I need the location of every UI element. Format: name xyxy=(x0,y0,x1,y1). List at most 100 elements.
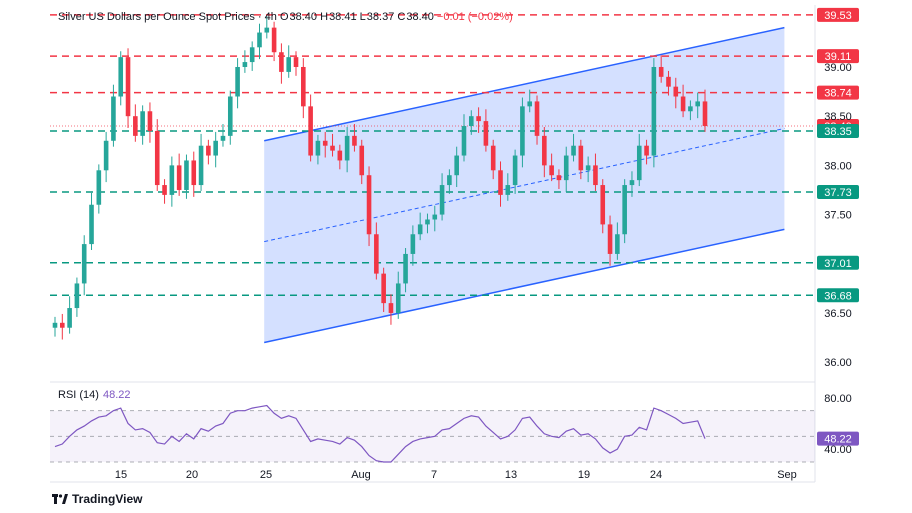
high-label: H xyxy=(320,11,329,23)
close-value: 38.40 xyxy=(406,11,434,23)
horizontal-levels: 39.53 39.11 38.74 38.40 38.35 37.73 37.01 36.68 xyxy=(50,7,859,303)
candle-body xyxy=(176,165,182,190)
candle-body xyxy=(622,185,627,235)
candle-body xyxy=(439,185,445,215)
candle-body xyxy=(322,140,328,146)
candle-body xyxy=(249,47,255,63)
candle-body xyxy=(89,204,94,245)
rsi-label: RSI (14) xyxy=(58,389,99,401)
candle-body xyxy=(425,219,430,225)
candle-body xyxy=(257,32,262,48)
candle-body xyxy=(534,101,540,136)
time-tick-label: 19 xyxy=(578,469,590,481)
time-tick-label: Aug xyxy=(351,469,371,481)
level-price-label: 39.11 xyxy=(825,51,852,63)
tradingview-logo[interactable]: TradingView xyxy=(52,492,142,506)
open-label: O xyxy=(279,11,289,23)
level-price-tag xyxy=(817,288,859,303)
candle-body xyxy=(571,145,576,156)
candles xyxy=(52,15,708,340)
candle-body xyxy=(447,175,452,186)
candle-body xyxy=(118,57,124,97)
rsi-value: 48.22 xyxy=(102,389,131,401)
candle-body xyxy=(111,96,116,141)
candle-body xyxy=(242,62,248,67)
price-tick-label: 36.50 xyxy=(824,308,852,320)
candle-body xyxy=(607,224,613,254)
candle-body xyxy=(556,175,562,181)
candle-body xyxy=(352,135,357,146)
candle-body xyxy=(673,86,679,97)
price-tick-label: 39.00 xyxy=(824,62,852,74)
candle-body xyxy=(96,170,102,205)
low-label: L xyxy=(359,11,366,23)
low-value: 38.37 xyxy=(366,11,395,23)
candle-body xyxy=(374,234,379,274)
candle-body xyxy=(359,145,365,176)
candle-body xyxy=(454,155,459,176)
candle-body xyxy=(636,145,642,181)
candle-body xyxy=(593,165,598,186)
candle-body xyxy=(74,283,80,309)
level-price-tag xyxy=(817,7,859,22)
candle-body xyxy=(184,160,189,190)
candle-body xyxy=(520,106,525,156)
candle-body xyxy=(644,145,649,156)
candle-body xyxy=(198,145,204,186)
level-price-tag xyxy=(817,123,859,138)
candle-body xyxy=(315,140,321,156)
candle-body xyxy=(461,126,467,156)
candle-body xyxy=(417,224,423,235)
candle-body xyxy=(505,185,511,195)
rsi-value-tag xyxy=(817,431,859,446)
candle-body xyxy=(395,283,401,313)
level-price-label: 39.53 xyxy=(824,10,852,22)
time-tick-label: 24 xyxy=(650,469,662,481)
candle-body xyxy=(213,140,218,156)
candle-body xyxy=(133,116,138,136)
candle-body xyxy=(680,96,686,112)
level-price-label: 37.73 xyxy=(824,187,852,199)
rsi-legend: RSI (14) 48.22 xyxy=(58,389,131,401)
brand-name: TradingView xyxy=(72,492,143,506)
symbol-legend: Silver US Dollars per Ounce Spot Prices … xyxy=(58,11,513,23)
candle-body xyxy=(702,101,708,127)
price-tick-label: 38.50 xyxy=(824,111,852,123)
candle-body xyxy=(688,106,693,112)
candle-body xyxy=(527,101,533,107)
change-value: −0.01 (−0.02%) xyxy=(436,11,513,23)
time-tick-label: 15 xyxy=(115,469,127,481)
candle-body xyxy=(81,244,87,284)
symbol-title: Silver US Dollars per Ounce Spot Prices xyxy=(58,11,255,23)
high-value: 38.41 xyxy=(329,11,357,23)
candle-body xyxy=(578,145,584,171)
level-price-label: 38.35 xyxy=(824,126,852,138)
candle-body xyxy=(293,57,299,67)
candle-body xyxy=(651,66,657,156)
candle-body xyxy=(227,96,233,136)
channel-lower-line xyxy=(264,228,785,344)
time-tick-label: 7 xyxy=(431,469,437,481)
level-price-tag xyxy=(817,184,859,199)
candle-body xyxy=(666,76,671,87)
channel-upper-line xyxy=(264,26,785,142)
candle-body xyxy=(67,308,72,328)
level-price-tag xyxy=(817,85,859,100)
candle-body xyxy=(52,322,58,328)
candle-body xyxy=(563,155,569,181)
candle-body xyxy=(330,145,335,151)
candle-body xyxy=(410,234,416,254)
candle-body xyxy=(615,234,620,254)
time-axis: 15 20 25 Aug 7 13 19 24 Sep xyxy=(50,381,815,483)
candle-body xyxy=(498,170,503,195)
price-tick-label: 37.50 xyxy=(824,210,852,222)
candle-body xyxy=(542,135,547,166)
interval-label: 4h xyxy=(264,11,277,23)
candle-body xyxy=(235,66,240,97)
candle-body xyxy=(585,165,591,171)
candle-body xyxy=(60,322,65,328)
close-label: C xyxy=(397,11,406,23)
candle-body xyxy=(476,116,481,122)
